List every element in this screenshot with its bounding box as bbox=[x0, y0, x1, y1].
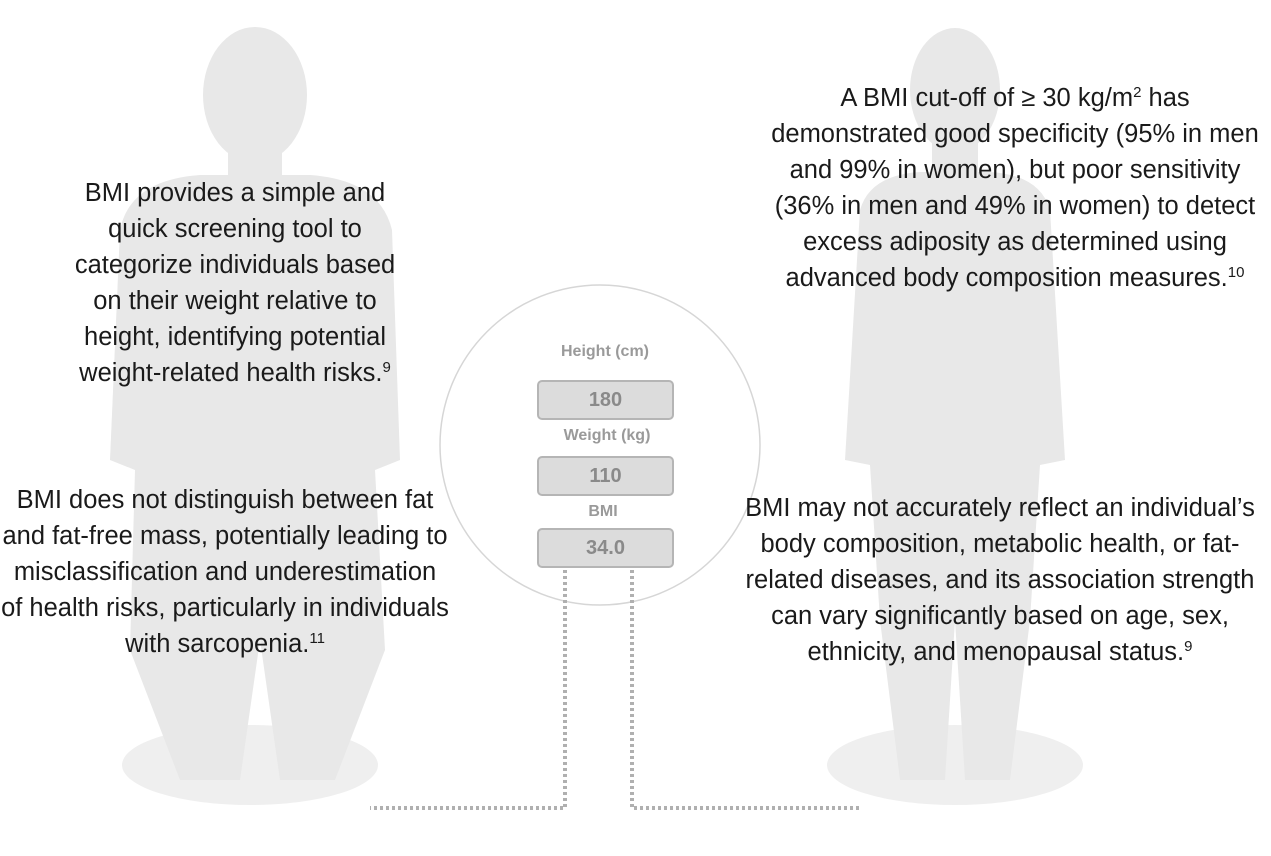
text-block: BMI provides a simple and quick screenin… bbox=[65, 175, 405, 391]
paragraph: BMI may not accurately reflect an indivi… bbox=[745, 494, 1255, 666]
field-value: 34.0 bbox=[537, 528, 674, 568]
paragraph: BMI provides a simple and quick screenin… bbox=[75, 179, 395, 387]
field-label: BMI bbox=[523, 503, 683, 521]
text-block: BMI may not accurately reflect an indivi… bbox=[735, 490, 1265, 670]
paragraph: BMI does not distinguish between fat and… bbox=[1, 486, 449, 658]
text-block: A BMI cut-off of ≥ 30 kg/m2 has demonstr… bbox=[760, 80, 1270, 296]
field-value: 180 bbox=[537, 380, 674, 420]
reference: 10 bbox=[1228, 264, 1245, 281]
text-block: BMI does not distinguish between fat and… bbox=[0, 482, 450, 662]
paragraph: has demonstrated good specificity (95% i… bbox=[771, 84, 1259, 292]
paragraph: A BMI cut-off of ≥ 30 kg/m bbox=[840, 84, 1133, 112]
reference: 9 bbox=[382, 359, 390, 376]
reference: 11 bbox=[309, 630, 325, 647]
field-value: 110 bbox=[537, 456, 674, 496]
left-figure bbox=[110, 27, 400, 805]
page: BMI provides a simple and quick screenin… bbox=[0, 0, 1271, 856]
field-label: Weight (kg) bbox=[527, 427, 687, 445]
field-label: Height (cm) bbox=[525, 343, 685, 361]
reference: 9 bbox=[1184, 638, 1192, 655]
